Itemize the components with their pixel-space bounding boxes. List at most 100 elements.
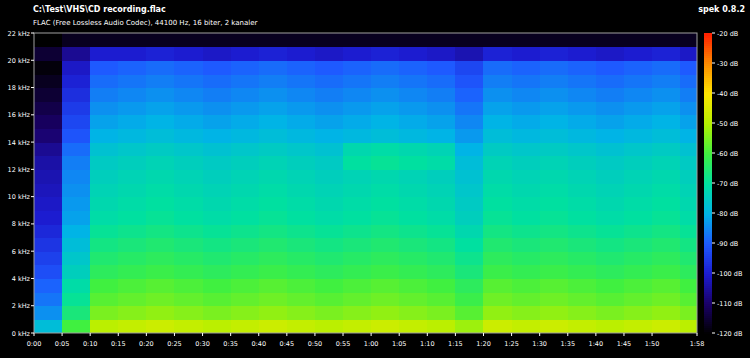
cell — [371, 88, 400, 102]
cell — [483, 128, 512, 142]
cell — [540, 115, 569, 129]
cell — [287, 319, 316, 333]
x-tick-label: 0:40 — [251, 340, 266, 348]
cell — [399, 319, 428, 333]
cell — [146, 251, 175, 265]
y-tick-label: 6 kHz — [12, 248, 31, 256]
x-tick — [202, 333, 203, 336]
cell — [259, 60, 288, 74]
cell — [34, 224, 63, 238]
cell — [203, 210, 232, 224]
cell — [540, 197, 569, 211]
cell — [343, 306, 372, 320]
cell — [652, 60, 681, 74]
cell — [596, 74, 625, 88]
cell — [512, 60, 541, 74]
cell — [483, 47, 512, 61]
cell — [34, 74, 63, 88]
cell — [146, 142, 175, 156]
colorbar-tick — [712, 123, 715, 124]
cell — [568, 224, 597, 238]
cell — [62, 128, 91, 142]
cell — [371, 156, 400, 170]
cell — [455, 292, 484, 306]
cell — [399, 88, 428, 102]
cell — [680, 224, 697, 238]
cell — [624, 210, 653, 224]
cell — [399, 265, 428, 279]
cell — [652, 319, 681, 333]
cell — [62, 265, 91, 279]
cell — [427, 319, 456, 333]
cell — [315, 319, 344, 333]
cell — [315, 224, 344, 238]
x-tick — [567, 333, 568, 336]
x-tick-label: 0:50 — [308, 340, 323, 348]
cell — [371, 278, 400, 292]
cell — [455, 47, 484, 61]
x-tick-label: 0:45 — [280, 340, 295, 348]
cell — [596, 33, 625, 47]
colorbar-tick — [712, 63, 715, 64]
cell — [343, 88, 372, 102]
cell — [483, 278, 512, 292]
cell — [343, 156, 372, 170]
cell — [146, 74, 175, 88]
cell — [455, 319, 484, 333]
background — [0, 0, 750, 358]
cell — [174, 278, 203, 292]
cell — [203, 142, 232, 156]
cell — [315, 142, 344, 156]
cell — [455, 142, 484, 156]
cell — [624, 47, 653, 61]
colorbar-tick — [712, 333, 715, 334]
cell — [287, 197, 316, 211]
cell — [512, 278, 541, 292]
cell — [568, 47, 597, 61]
cell — [512, 142, 541, 156]
cell — [568, 101, 597, 115]
cell — [371, 197, 400, 211]
cell — [203, 292, 232, 306]
cell — [62, 47, 91, 61]
cell — [174, 169, 203, 183]
cell — [34, 101, 63, 115]
cell — [287, 238, 316, 252]
cell — [399, 210, 428, 224]
x-tick — [286, 333, 287, 336]
cell — [652, 210, 681, 224]
cell — [259, 238, 288, 252]
cell — [568, 60, 597, 74]
cell — [203, 197, 232, 211]
cell — [680, 156, 697, 170]
x-tick — [652, 333, 653, 336]
cell — [62, 74, 91, 88]
cell — [371, 128, 400, 142]
cell — [624, 183, 653, 197]
cell — [287, 251, 316, 265]
cell — [343, 265, 372, 279]
cell — [680, 101, 697, 115]
cell — [315, 60, 344, 74]
cell — [118, 265, 147, 279]
cell — [540, 33, 569, 47]
cell — [596, 142, 625, 156]
cell — [62, 60, 91, 74]
cell — [62, 88, 91, 102]
cell — [287, 224, 316, 238]
cell — [62, 306, 91, 320]
cell — [483, 306, 512, 320]
cell — [483, 115, 512, 129]
y-tick — [31, 87, 34, 88]
x-tick — [483, 333, 484, 336]
cell — [315, 88, 344, 102]
cell — [483, 74, 512, 88]
cell — [231, 265, 260, 279]
cell — [596, 115, 625, 129]
cell — [231, 101, 260, 115]
cell — [512, 292, 541, 306]
cell — [652, 238, 681, 252]
cell — [680, 169, 697, 183]
x-tick-label: 1:20 — [476, 340, 491, 348]
cell — [259, 33, 288, 47]
